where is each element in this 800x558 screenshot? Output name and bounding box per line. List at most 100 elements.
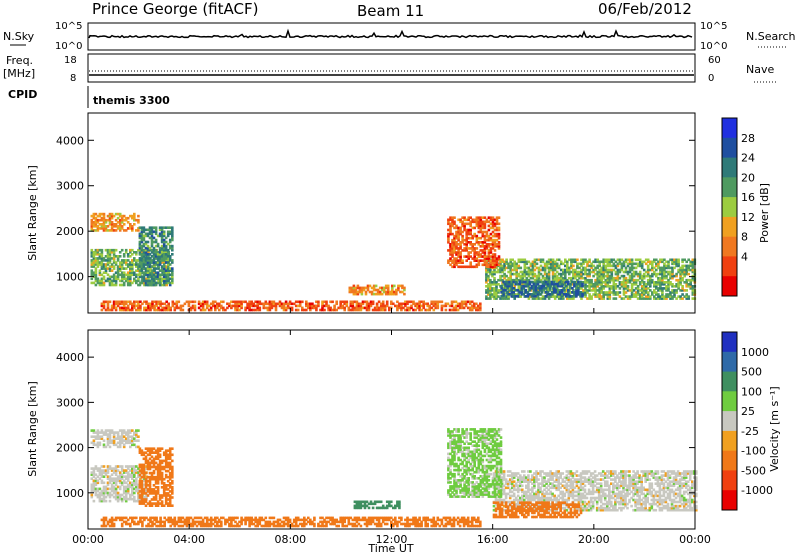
power-cell — [171, 245, 174, 248]
power-cell — [580, 297, 583, 300]
vel-cell — [171, 460, 174, 463]
vel-cell — [137, 429, 140, 432]
power-cell — [403, 293, 406, 296]
vel-cell — [171, 454, 174, 457]
power-colorbar-label: Power [dB] — [758, 183, 771, 243]
power-cell — [441, 301, 444, 304]
colorbar-segment — [722, 237, 737, 257]
power-cell — [301, 301, 304, 304]
vel-cell — [109, 500, 112, 503]
power-cell — [590, 279, 593, 282]
power-cell — [133, 213, 136, 216]
power-cell — [619, 291, 622, 294]
power-cell — [194, 301, 197, 304]
colorbar-tick-label: 24 — [741, 152, 755, 165]
colorbar-tick-label: 8 — [741, 231, 748, 244]
power-heatmap-cells — [91, 213, 697, 312]
power-cell — [572, 265, 575, 268]
vel-cell — [171, 466, 174, 469]
vel-cell — [171, 480, 174, 483]
colorbar-segment — [722, 276, 737, 296]
vel-cell — [93, 500, 96, 503]
power-cell — [498, 255, 501, 258]
vel-cell — [576, 470, 579, 473]
power-cell — [542, 259, 545, 262]
power-cell — [498, 227, 501, 230]
power-cell — [222, 301, 225, 304]
power-cell — [498, 241, 501, 244]
power-cell — [121, 249, 124, 252]
power-cell — [137, 219, 140, 222]
power-cell — [178, 301, 181, 304]
power-cell — [259, 307, 262, 310]
power-cell — [520, 267, 523, 270]
colorbar-segment — [722, 158, 737, 178]
vel-cell — [133, 496, 136, 499]
power-cell — [182, 309, 185, 312]
colorbar-segment — [722, 177, 737, 197]
y-tick-label: 1000 — [56, 271, 84, 284]
power-cell — [498, 264, 501, 267]
vel-cell — [141, 480, 144, 483]
power-cell — [163, 231, 166, 234]
vel-cell — [159, 454, 162, 457]
power-cell — [171, 226, 174, 229]
vel-cell — [171, 496, 174, 499]
vel-cell — [145, 472, 148, 475]
nsearch-label: N.Search — [746, 30, 796, 43]
power-cell — [520, 295, 523, 298]
power-cell — [393, 285, 396, 288]
date-title: 06/Feb/2012 — [598, 0, 692, 18]
power-cell — [581, 283, 584, 286]
vel-cell — [103, 439, 106, 442]
vel-cell — [161, 472, 164, 475]
power-cell — [123, 223, 126, 226]
power-cell — [335, 301, 338, 304]
power-cell — [513, 297, 516, 300]
power-cell — [677, 259, 680, 262]
power-cell — [631, 259, 634, 262]
power-cell — [325, 301, 328, 304]
colorbar-segment — [722, 118, 737, 138]
vel-cell — [171, 486, 174, 489]
nsky-label: N.Sky — [3, 30, 35, 43]
vel-cell — [521, 485, 524, 488]
freq-unit: [MHz] — [3, 67, 35, 80]
vel-cell — [103, 465, 106, 468]
cpid-label: CPID — [8, 88, 37, 101]
nsky-trace — [89, 31, 692, 38]
vel-cell — [171, 504, 174, 507]
power-cell — [103, 276, 106, 279]
nave-tick-bottom: 0 — [708, 73, 714, 84]
nsearch-tick-top: 10^5 — [700, 21, 727, 32]
power-cell — [101, 249, 104, 252]
y-tick-label: 4000 — [56, 134, 84, 147]
power-cell — [581, 293, 584, 296]
vel-cell — [91, 494, 94, 497]
y-tick-label: 3000 — [56, 180, 84, 193]
power-cell — [387, 285, 390, 288]
power-cell — [639, 271, 642, 274]
power-cell — [291, 307, 294, 310]
power-cell — [516, 295, 519, 298]
power-cell — [588, 259, 591, 262]
freq-panel — [88, 54, 695, 82]
vel-cell — [529, 470, 532, 473]
power-cell — [687, 273, 690, 276]
freq-tick-bottom: 8 — [70, 73, 76, 84]
vel-cell — [171, 447, 174, 450]
vel-cell — [137, 439, 140, 442]
power-cell — [119, 255, 122, 258]
power-cell — [155, 249, 158, 252]
vel-cell — [105, 500, 108, 503]
power-cell — [155, 226, 158, 229]
power-cell — [615, 297, 618, 300]
colorbar-segment — [722, 138, 737, 158]
vel-cell — [99, 442, 102, 445]
colorbar-tick-label: 4 — [741, 250, 748, 263]
power-ylabel: Slant Range [km] — [26, 165, 39, 261]
power-cell — [461, 235, 464, 238]
nsky-line — [89, 31, 692, 38]
nave-label: Nave — [746, 63, 774, 76]
power-cell — [445, 309, 448, 312]
